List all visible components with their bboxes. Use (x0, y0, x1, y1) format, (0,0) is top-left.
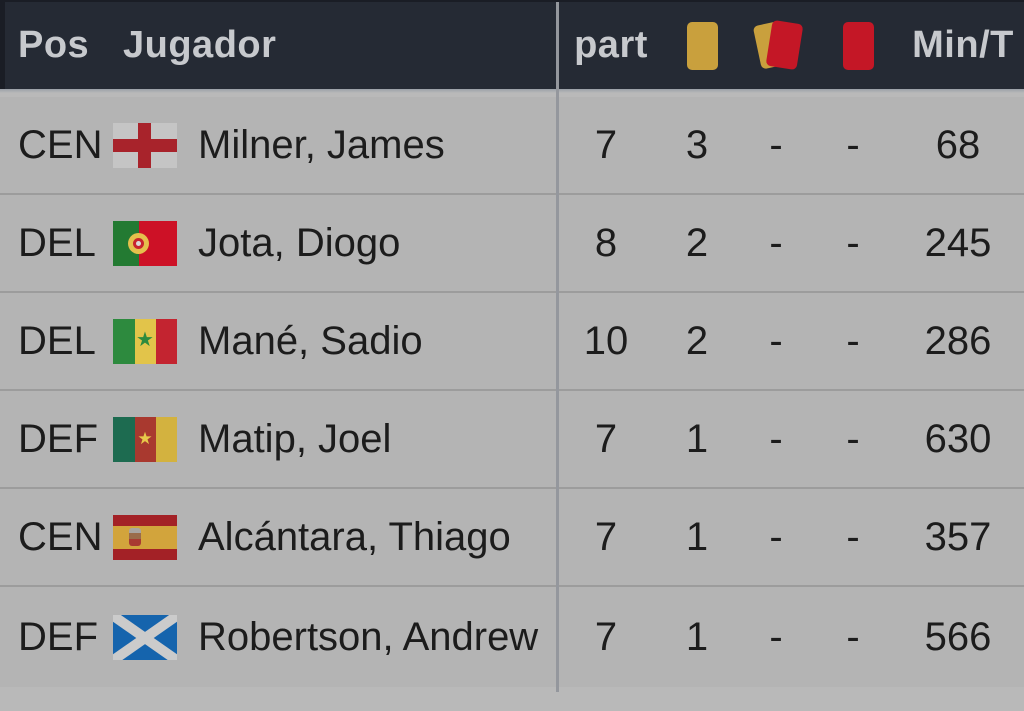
table-row[interactable]: CEN Milner, James 7 3 - - 68 (0, 97, 1024, 195)
yellow-red-cards-value: - (769, 220, 783, 265)
yellow-red-cards-value: - (769, 614, 783, 659)
flag-cameroon-icon: ★ (113, 416, 177, 462)
minutes-value: 630 (924, 416, 992, 461)
table-row[interactable]: CEN Alcántara, Thiago 7 1 - - 357 (0, 489, 1024, 587)
yellow-red-card-icon (752, 19, 809, 73)
flag-senegal-icon: ★ (113, 318, 177, 364)
flag-cell (108, 514, 177, 560)
minutes-value: 68 (935, 122, 981, 167)
header-shadow (0, 89, 1024, 93)
column-divider (556, 2, 559, 692)
flag-cell (108, 614, 177, 660)
yellow-card-icon (686, 21, 718, 70)
table-header: Pos Jugador part Min/T (0, 0, 1024, 89)
appearances-value: 7 (594, 614, 618, 659)
flag-england-icon (113, 122, 177, 168)
red-cards-value: - (846, 416, 860, 461)
column-header-minutes: Min/T (912, 24, 1014, 66)
player-name[interactable]: Alcántara, Thiago (198, 514, 511, 559)
column-header-player: Jugador (123, 24, 277, 66)
flag-cell (108, 122, 177, 168)
flag-scotland-icon (113, 614, 177, 660)
table-row[interactable]: DEF Robertson, Andrew 7 1 - - 566 (0, 587, 1024, 687)
player-name[interactable]: Jota, Diogo (198, 220, 401, 265)
column-header-appearances: part (574, 24, 648, 66)
minutes-value: 245 (924, 220, 992, 265)
minutes-value: 566 (924, 614, 992, 659)
flag-spain-icon (113, 514, 177, 560)
flag-cell: ★ (108, 318, 177, 364)
yellow-cards-value: 2 (685, 220, 709, 265)
yellow-cards-value: 1 (685, 416, 709, 461)
yellow-red-cards-value: - (769, 416, 783, 461)
position-label: DEL (18, 220, 96, 265)
table-row[interactable]: DEL ★ Mané, Sadio 10 2 - - 286 (0, 293, 1024, 391)
flag-portugal-icon (113, 220, 177, 266)
appearances-value: 7 (594, 416, 618, 461)
flag-cell: ★ (108, 416, 177, 462)
player-name[interactable]: Milner, James (198, 122, 445, 167)
yellow-cards-value: 3 (685, 122, 709, 167)
table-row[interactable]: DEL Jota, Diogo 8 2 - - 245 (0, 195, 1024, 293)
minutes-value: 286 (924, 318, 992, 363)
red-cards-value: - (846, 614, 860, 659)
player-name[interactable]: Robertson, Andrew (198, 614, 539, 659)
flag-cell (108, 220, 177, 266)
position-label: DEF (18, 614, 98, 659)
column-header-yellow-red-cards (743, 19, 819, 73)
column-header-red-cards (819, 21, 897, 70)
yellow-red-cards-value: - (769, 122, 783, 167)
column-header-yellow-cards (661, 21, 743, 70)
position-label: CEN (18, 122, 103, 167)
yellow-red-cards-value: - (769, 514, 783, 559)
table-row[interactable]: DEF ★ Matip, Joel 7 1 - - 630 (0, 391, 1024, 489)
minutes-value: 357 (924, 514, 992, 559)
appearances-value: 8 (594, 220, 618, 265)
player-table-body: CEN Milner, James 7 3 - - 68 DEL Jota, D… (0, 97, 1024, 687)
player-name[interactable]: Mané, Sadio (198, 318, 423, 363)
player-name[interactable]: Matip, Joel (198, 416, 392, 461)
red-cards-value: - (846, 220, 860, 265)
red-cards-value: - (846, 514, 860, 559)
yellow-cards-value: 2 (685, 318, 709, 363)
red-cards-value: - (846, 122, 860, 167)
column-header-pos: Pos (18, 24, 90, 66)
appearances-value: 7 (594, 122, 618, 167)
yellow-cards-value: 1 (685, 614, 709, 659)
appearances-value: 10 (583, 318, 629, 363)
position-label: DEL (18, 318, 96, 363)
appearances-value: 7 (594, 514, 618, 559)
red-card-icon (842, 21, 874, 70)
position-label: DEF (18, 416, 98, 461)
red-cards-value: - (846, 318, 860, 363)
yellow-red-cards-value: - (769, 318, 783, 363)
position-label: CEN (18, 514, 103, 559)
yellow-cards-value: 1 (685, 514, 709, 559)
